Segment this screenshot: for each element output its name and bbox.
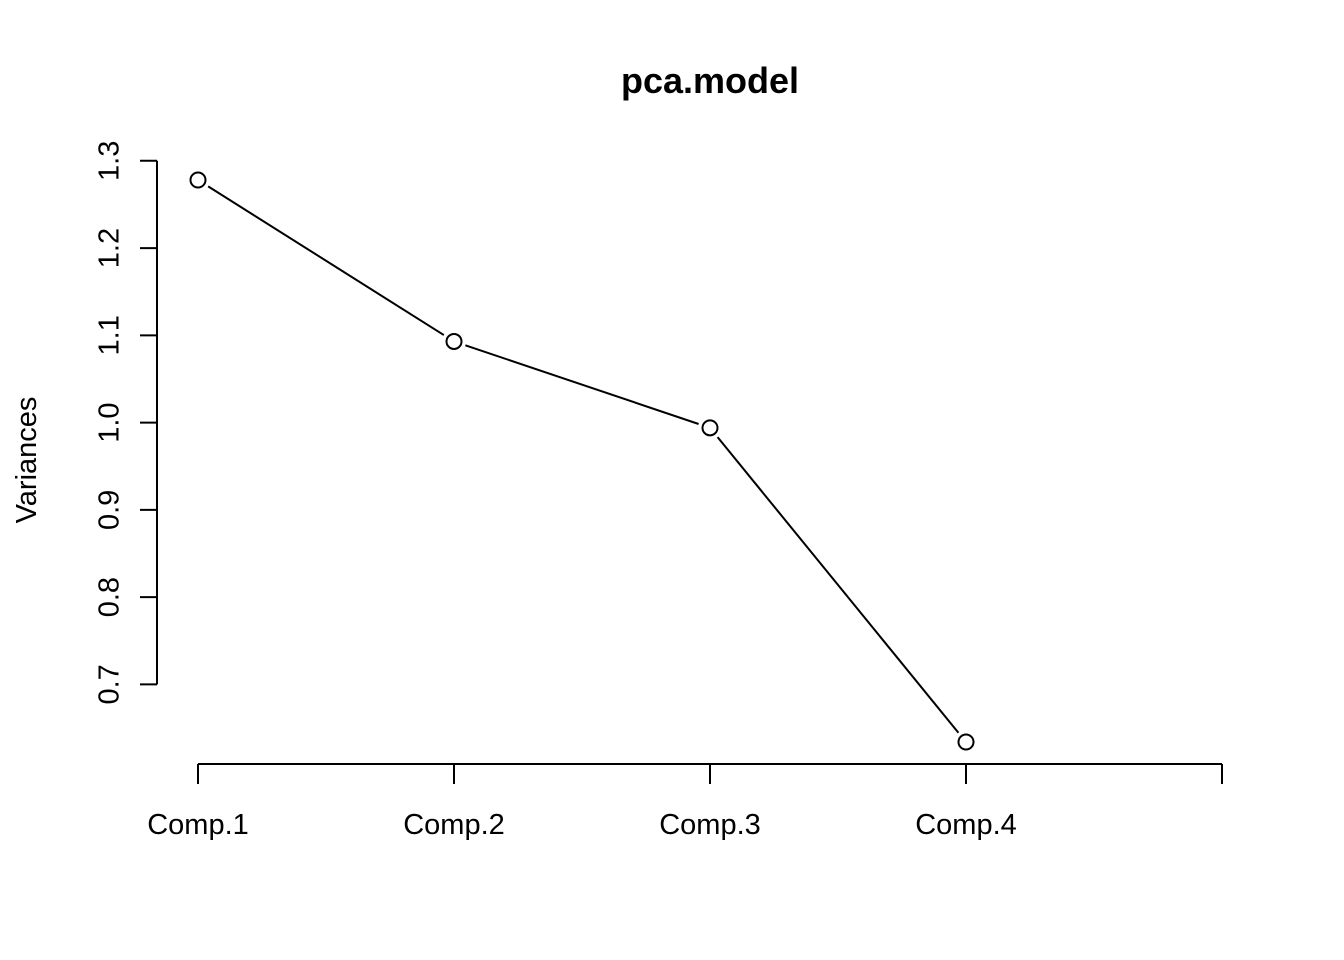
y-tick-label: 0.9 [94, 490, 126, 530]
y-tick-label: 0.7 [94, 664, 126, 704]
y-tick-label: 0.8 [94, 577, 126, 617]
data-point [701, 419, 719, 437]
x-tick-label: Comp.2 [403, 809, 505, 841]
series-variances [189, 171, 975, 751]
y-axis: 0.7 0.8 0.9 1.0 1.1 1.2 1.3 [94, 141, 158, 705]
data-point [957, 733, 975, 751]
y-tick-label: 1.2 [94, 228, 126, 268]
x-tick-label: Comp.4 [915, 809, 1017, 841]
chart-title: pca.model [621, 60, 799, 101]
y-tick-label: 1.1 [94, 315, 126, 355]
y-axis-label: Variances [11, 397, 43, 524]
x-axis: Comp.1 Comp.2 Comp.3 Comp.4 [147, 763, 1223, 841]
x-tick-label: Comp.3 [659, 809, 761, 841]
series-segment [207, 185, 445, 336]
series-segment [465, 344, 699, 425]
x-tick-label: Comp.1 [147, 809, 249, 841]
series-segment [716, 436, 960, 734]
data-point [189, 171, 207, 189]
y-tick-label: 1.3 [94, 141, 126, 181]
y-tick-label: 1.0 [94, 402, 126, 442]
data-point [445, 332, 463, 350]
